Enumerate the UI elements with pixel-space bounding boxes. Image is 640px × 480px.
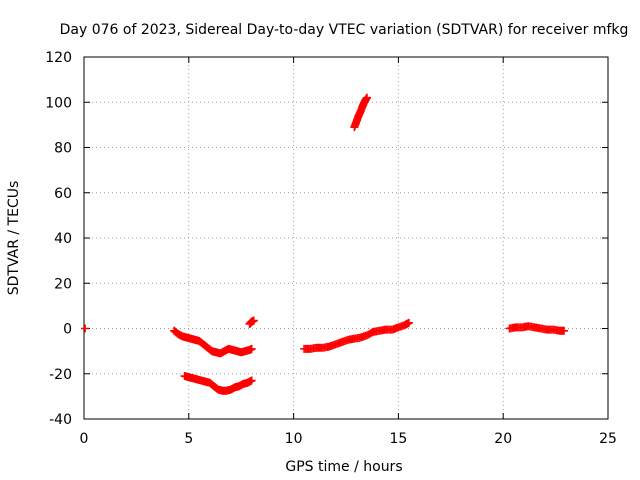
series-arc-morning-upper xyxy=(170,326,256,358)
y-axis-label: SDTVAR / TECUs xyxy=(6,181,22,296)
y-tick-label: -20 xyxy=(49,367,72,383)
y-tick-label: 120 xyxy=(45,50,72,66)
plot-frame xyxy=(83,56,609,420)
y-tick-label: 40 xyxy=(54,231,72,247)
data-point xyxy=(362,93,371,102)
y-tick-label: 0 xyxy=(63,322,72,338)
data-point xyxy=(81,324,90,333)
series-arc-midday xyxy=(300,318,413,353)
series-arc-steep xyxy=(350,93,371,132)
grid-lines xyxy=(84,57,608,419)
series-isolated-start xyxy=(81,324,90,333)
x-tick-label: 5 xyxy=(184,431,193,447)
data-point xyxy=(247,344,256,353)
data-point xyxy=(559,326,568,335)
data-points xyxy=(81,93,568,395)
chart-title: Day 076 of 2023, Sidereal Day-to-day VTE… xyxy=(60,22,629,38)
series-arc-short xyxy=(245,316,258,328)
axis-ticks: -40 -20 0 20 40 60 80 100 120 0 5 10 15 20 25 xyxy=(45,50,617,447)
x-tick-label: 0 xyxy=(80,431,89,447)
x-tick-label: 15 xyxy=(389,431,407,447)
x-tick-label: 25 xyxy=(599,431,617,447)
y-tick-label: -40 xyxy=(49,412,72,428)
y-tick-label: 60 xyxy=(54,186,72,202)
x-axis-label: GPS time / hours xyxy=(285,459,402,475)
x-tick-label: 10 xyxy=(285,431,303,447)
series-arc-evening xyxy=(505,322,568,335)
series-arc-morning-lower xyxy=(180,372,256,395)
data-point xyxy=(247,376,256,385)
y-tick-label: 80 xyxy=(54,141,72,157)
x-tick-label: 20 xyxy=(494,431,512,447)
data-point xyxy=(404,318,413,327)
y-tick-label: 20 xyxy=(54,276,72,292)
data-point xyxy=(249,316,258,325)
y-tick-label: 100 xyxy=(45,95,72,111)
